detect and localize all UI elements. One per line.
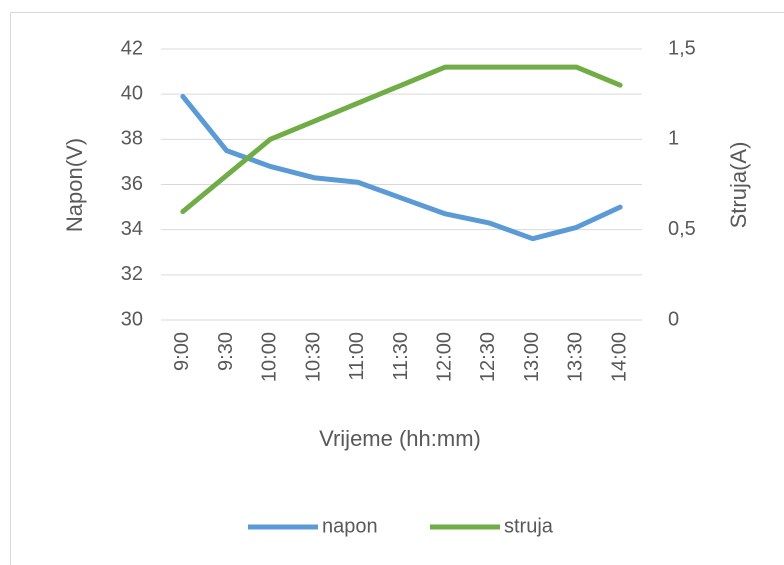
x-tick-label: 12:00 [434, 332, 456, 382]
y2-tick-label: 1,5 [668, 37, 696, 59]
x-tick-label: 11:00 [346, 332, 368, 381]
y-tick-label: 42 [121, 37, 143, 59]
x-axis-title: Vrijeme (hh:mm) [319, 426, 481, 451]
legend-label: struja [504, 515, 554, 537]
x-tick-label: 10:30 [302, 332, 324, 382]
y2-tick-label: 1 [668, 128, 679, 150]
series-line [180, 64, 623, 215]
x-tick-label: 14:00 [608, 332, 630, 382]
y-tick-label: 34 [121, 218, 143, 240]
series-line [180, 93, 623, 242]
y-tick-label: 36 [121, 173, 143, 195]
y-tick-label: 30 [121, 308, 143, 330]
chart-frame [10, 12, 784, 565]
x-tick-label: 12:30 [477, 332, 499, 382]
x-tick-label: 9:00 [171, 332, 193, 371]
x-tick-label: 10:00 [259, 332, 281, 382]
y-tick-label: 32 [121, 263, 143, 285]
y2-tick-label: 0,5 [668, 218, 696, 240]
y-tick-label: 40 [121, 82, 143, 104]
x-tick-label: 9:30 [215, 332, 237, 371]
x-tick-label: 13:00 [521, 332, 543, 382]
y-axis-title: Napon(V) [62, 138, 87, 232]
x-tick-label: 11:30 [390, 332, 412, 381]
y2-axis-title: Struja(A) [726, 142, 751, 229]
y-tick-label: 38 [121, 128, 143, 150]
legend-label: napon [322, 515, 378, 537]
x-tick-label: 13:30 [565, 332, 587, 382]
y2-tick-label: 0 [668, 308, 679, 330]
